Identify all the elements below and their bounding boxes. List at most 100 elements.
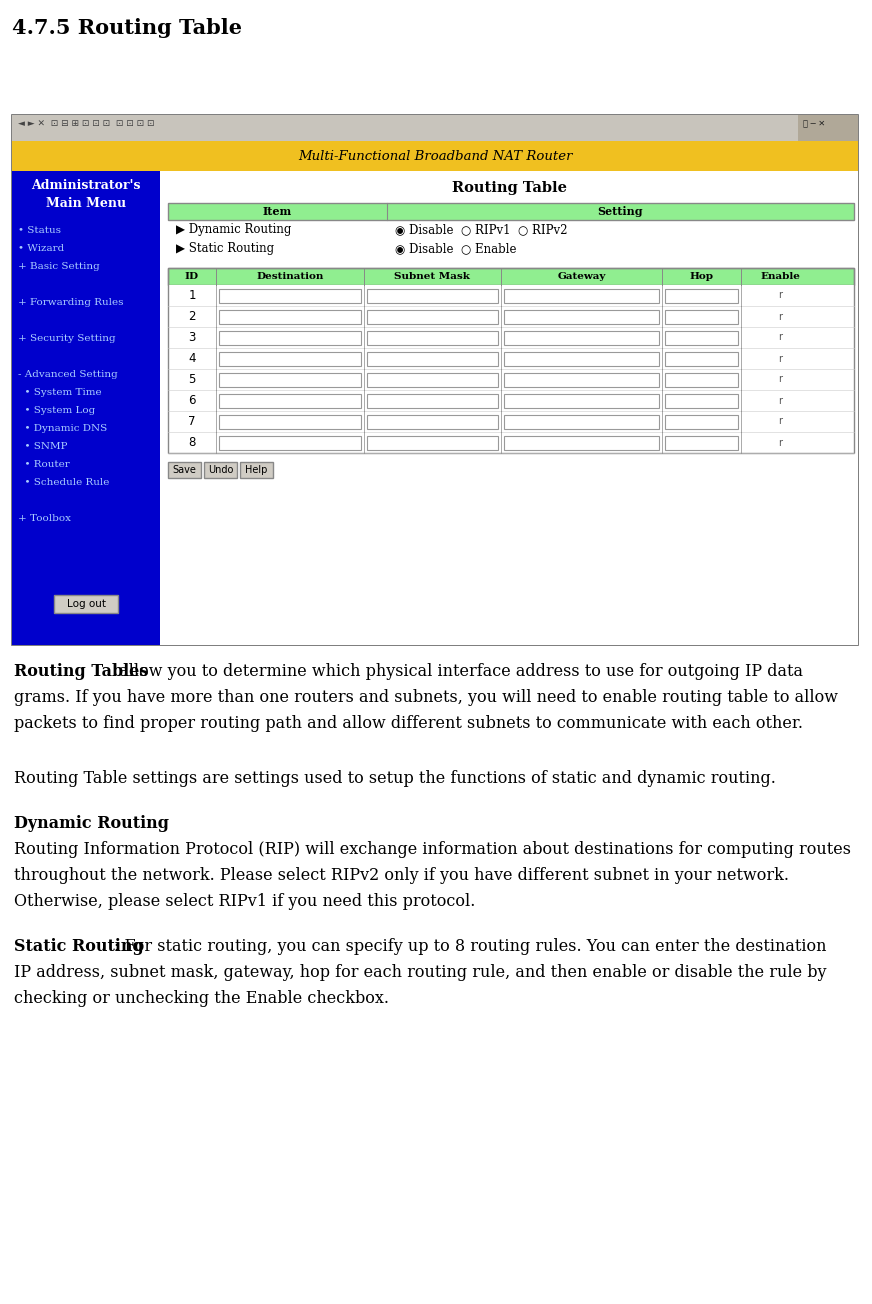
Bar — [366, 330, 498, 344]
Text: + Security Setting: + Security Setting — [18, 334, 116, 343]
Text: 5: 5 — [188, 373, 195, 386]
Text: Undo: Undo — [208, 466, 233, 475]
Text: 2: 2 — [188, 310, 195, 323]
Text: r: r — [778, 395, 782, 406]
Text: r: r — [778, 374, 782, 385]
Bar — [504, 330, 659, 344]
Text: 1: 1 — [188, 289, 195, 303]
Bar — [798, 115, 858, 141]
Text: 7: 7 — [188, 415, 195, 428]
Text: 6: 6 — [188, 394, 195, 407]
Text: grams. If you have more than one routers and subnets, you will need to enable ro: grams. If you have more than one routers… — [14, 689, 838, 705]
Bar — [12, 171, 160, 645]
Bar — [504, 415, 659, 429]
Bar — [12, 115, 858, 645]
Bar — [665, 394, 738, 407]
Text: + Forwarding Rules: + Forwarding Rules — [18, 299, 124, 306]
Bar — [665, 309, 738, 323]
Text: allow you to determine which physical interface address to use for outgoing IP d: allow you to determine which physical in… — [114, 662, 803, 679]
Bar — [665, 330, 738, 344]
Text: r: r — [778, 333, 782, 343]
Text: Dynamic Routing: Dynamic Routing — [14, 815, 169, 832]
Bar — [168, 369, 854, 390]
Bar — [504, 436, 659, 450]
Text: r: r — [778, 416, 782, 426]
Bar — [504, 309, 659, 323]
Text: + Basic Setting: + Basic Setting — [18, 262, 99, 271]
Bar — [366, 415, 498, 429]
Text: ⬛ ─ ✕: ⬛ ─ ✕ — [803, 119, 825, 128]
Bar — [12, 115, 858, 141]
Bar — [168, 432, 854, 452]
Bar — [219, 436, 360, 450]
Bar — [219, 352, 360, 365]
Text: 4: 4 — [188, 352, 195, 365]
Bar — [168, 306, 854, 327]
Text: Gateway: Gateway — [557, 273, 605, 280]
Text: throughout the network. Please select RIPv2 only if you have different subnet in: throughout the network. Please select RI… — [14, 867, 789, 884]
Bar — [168, 269, 854, 452]
Bar — [504, 373, 659, 386]
Text: Destination: Destination — [256, 273, 324, 280]
Text: ▶ Static Routing: ▶ Static Routing — [176, 243, 274, 256]
Text: 4.7.5 Routing Table: 4.7.5 Routing Table — [12, 18, 242, 38]
Bar — [504, 288, 659, 303]
Text: Save: Save — [173, 466, 196, 475]
Text: • Wizard: • Wizard — [18, 244, 65, 253]
Text: checking or unchecking the Enable checkbox.: checking or unchecking the Enable checkb… — [14, 990, 389, 1007]
Text: Routing Table settings are settings used to setup the functions of static and dy: Routing Table settings are settings used… — [14, 769, 776, 788]
Bar — [665, 436, 738, 450]
Bar — [168, 203, 854, 220]
Text: Administrator's
Main Menu: Administrator's Main Menu — [31, 179, 140, 210]
Bar — [366, 436, 498, 450]
Bar — [54, 595, 118, 613]
Text: packets to find proper routing path and allow different subnets to communicate w: packets to find proper routing path and … — [14, 715, 803, 732]
Bar — [665, 352, 738, 365]
Text: Routing Tables: Routing Tables — [14, 662, 148, 679]
Text: ID: ID — [185, 273, 199, 280]
Text: r: r — [778, 291, 782, 300]
Bar — [504, 352, 659, 365]
Bar — [219, 330, 360, 344]
Bar — [240, 462, 273, 479]
Text: • System Log: • System Log — [18, 406, 95, 415]
Bar — [219, 309, 360, 323]
Text: • Schedule Rule: • Schedule Rule — [18, 479, 109, 486]
Bar — [219, 373, 360, 386]
Bar — [219, 394, 360, 407]
Text: • System Time: • System Time — [18, 389, 102, 396]
Text: Help: Help — [245, 466, 268, 475]
Bar — [160, 171, 858, 645]
Text: : For static routing, you can specify up to 8 routing rules. You can enter the d: : For static routing, you can specify up… — [114, 938, 827, 955]
Text: Multi-Functional Broadband NAT Router: Multi-Functional Broadband NAT Router — [297, 150, 572, 163]
Text: ◉ Disable  ○ RIPv1  ○ RIPv2: ◉ Disable ○ RIPv1 ○ RIPv2 — [395, 223, 568, 236]
Text: Static Routing: Static Routing — [14, 938, 144, 955]
Text: r: r — [778, 438, 782, 447]
Bar — [168, 462, 201, 479]
Bar — [12, 141, 858, 171]
Bar — [665, 288, 738, 303]
Text: - Advanced Setting: - Advanced Setting — [18, 370, 118, 379]
Text: Log out: Log out — [66, 599, 106, 609]
Text: • Router: • Router — [18, 460, 70, 469]
Text: 8: 8 — [188, 436, 195, 449]
Text: • Dynamic DNS: • Dynamic DNS — [18, 424, 107, 433]
Bar — [168, 327, 854, 348]
Text: • SNMP: • SNMP — [18, 442, 67, 451]
Bar — [366, 309, 498, 323]
Text: Routing Information Protocol (RIP) will exchange information about destinations : Routing Information Protocol (RIP) will … — [14, 841, 851, 858]
Text: + Toolbox: + Toolbox — [18, 514, 71, 523]
Text: Enable: Enable — [760, 273, 800, 280]
Text: Subnet Mask: Subnet Mask — [394, 273, 470, 280]
Text: Item: Item — [262, 206, 292, 216]
Bar — [366, 373, 498, 386]
Text: Routing Table: Routing Table — [452, 181, 567, 196]
Text: Otherwise, please select RIPv1 if you need this protocol.: Otherwise, please select RIPv1 if you ne… — [14, 893, 475, 910]
Bar — [168, 286, 854, 306]
Bar — [366, 394, 498, 407]
Bar — [504, 394, 659, 407]
Bar — [366, 352, 498, 365]
Text: ▶ Dynamic Routing: ▶ Dynamic Routing — [176, 223, 291, 236]
Bar — [168, 269, 854, 286]
Text: IP address, subnet mask, gateway, hop for each routing rule, and then enable or : IP address, subnet mask, gateway, hop fo… — [14, 964, 827, 981]
